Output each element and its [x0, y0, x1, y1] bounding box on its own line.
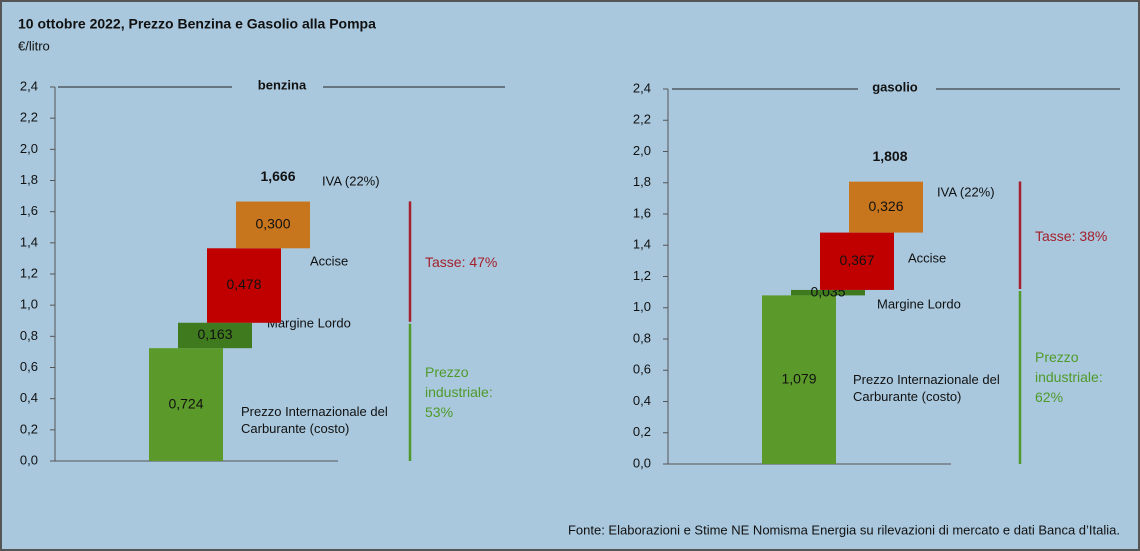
- tax-annotation-box: Tasse: 47%: [425, 254, 498, 271]
- y-tick-label: 0,0: [633, 455, 651, 470]
- y-tick-label: 0,8: [633, 330, 651, 345]
- y-tick-label: 1,6: [633, 205, 651, 220]
- y-tick-label: 0,8: [20, 328, 38, 343]
- industrial-annotation: Prezzo industriale: 53%: [425, 363, 493, 420]
- y-tick-label: 1,8: [20, 172, 38, 187]
- value-label: 0,163: [197, 326, 232, 342]
- category-label: Prezzo Internazionale del Carburante (co…: [853, 372, 1000, 404]
- tax-annotation-box: Tasse: 38%: [1035, 227, 1108, 244]
- y-tick-label: 0,6: [633, 362, 651, 377]
- y-tick-label: 1,4: [20, 234, 38, 249]
- y-tick-label: 1,2: [633, 268, 651, 283]
- y-tick-label: 1,4: [633, 237, 651, 252]
- bar: [762, 295, 836, 464]
- value-label: 0,478: [226, 276, 261, 292]
- y-tick-label: 2,2: [633, 112, 651, 127]
- y-tick-label: 2,0: [633, 143, 651, 158]
- y-tick-label: 2,0: [20, 141, 38, 156]
- y-tick-label: 1,8: [633, 174, 651, 189]
- bar: [178, 322, 252, 349]
- bar: [820, 232, 894, 290]
- value-label: 0,724: [168, 395, 203, 411]
- category-label-box: Prezzo Internazionale del Carburante (co…: [853, 372, 1000, 404]
- chart-title: gasolio: [872, 79, 918, 94]
- tax-annotation: Tasse: 38%: [1035, 227, 1108, 244]
- category-label: Accise: [908, 250, 946, 265]
- bar: [207, 248, 281, 323]
- industrial-annotation: Prezzo industriale: 62%: [1035, 348, 1103, 405]
- total-label: 1,666: [260, 168, 295, 184]
- value-label: 0,367: [839, 252, 874, 268]
- y-tick-label: 1,2: [20, 265, 38, 280]
- y-tick-label: 0,0: [20, 452, 38, 467]
- y-tick-label: 0,2: [633, 424, 651, 439]
- y-tick-label: 2,4: [633, 80, 651, 95]
- bar: [849, 181, 923, 233]
- y-tick-label: 0,2: [20, 421, 38, 436]
- category-label: Accise: [310, 253, 348, 268]
- y-tick-label: 0,4: [633, 393, 651, 408]
- y-tick-label: 2,2: [20, 110, 38, 125]
- tax-annotation: Tasse: 47%: [425, 254, 498, 271]
- value-label: 0,326: [868, 198, 903, 214]
- page-title: 10 ottobre 2022, Prezzo Benzina e Gasoli…: [18, 16, 376, 32]
- bar: [149, 348, 223, 461]
- y-tick-label: 0,4: [20, 390, 38, 405]
- y-tick-label: 0,6: [20, 359, 38, 374]
- y-tick-label: 1,6: [20, 203, 38, 218]
- industrial-annotation-box: Prezzo industriale: 62%: [1035, 348, 1103, 405]
- industrial-annotation-box: Prezzo industriale: 53%: [425, 363, 493, 420]
- y-tick-label: 1,0: [20, 297, 38, 312]
- category-label: Prezzo Internazionale del Carburante (co…: [241, 404, 388, 436]
- category-label: IVA (22%): [322, 173, 380, 188]
- bar: [236, 201, 310, 249]
- category-label: Margine Lordo: [267, 315, 351, 330]
- y-tick-label: 1,0: [633, 299, 651, 314]
- chart-title: benzina: [258, 77, 307, 92]
- unit-label: €/litro: [18, 38, 50, 53]
- total-label: 1,808: [872, 148, 907, 164]
- source: Fonte: Elaborazioni e Stime NE Nomisma E…: [568, 522, 1120, 537]
- bar: [791, 289, 865, 296]
- value-label: 0,300: [255, 216, 290, 232]
- category-label: IVA (22%): [937, 184, 995, 199]
- category-label-box: Prezzo Internazionale del Carburante (co…: [241, 404, 388, 436]
- category-label: Margine Lordo: [877, 296, 961, 311]
- value-label: 1,079: [781, 370, 816, 386]
- y-tick-label: 2,4: [20, 78, 38, 93]
